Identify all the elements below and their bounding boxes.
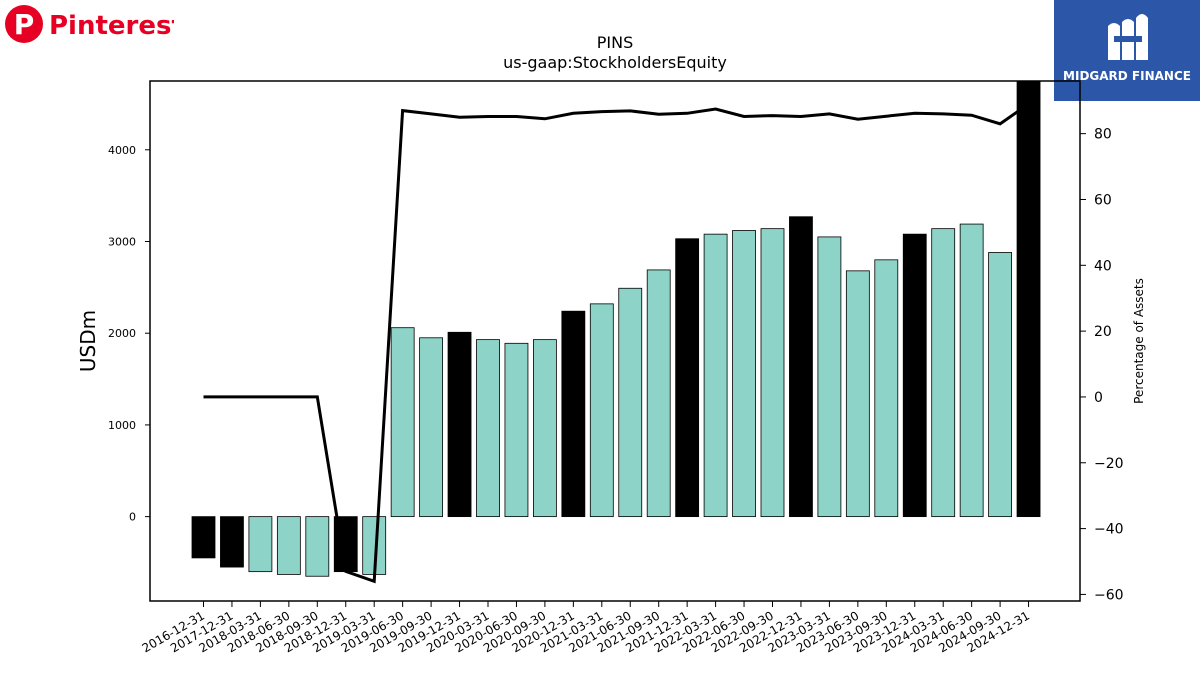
bar-2024-03-31	[931, 228, 956, 518]
y2-tick-label: 40	[1094, 258, 1112, 274]
bar-2020-09-30	[533, 339, 557, 518]
y2-tick-label: −40	[1094, 522, 1124, 538]
bar-2023-09-30	[874, 259, 899, 518]
svg-text:P: P	[14, 8, 35, 41]
chart-title: PINS	[597, 33, 634, 52]
bar-2020-12-31	[561, 310, 586, 518]
y-tick-label: 3000	[108, 235, 136, 248]
bar-2021-06-30	[618, 287, 643, 518]
bar-2021-03-31	[589, 303, 614, 518]
chart-subtitle: us-gaap:StockholdersEquity	[503, 53, 727, 72]
y-axis-label: USDm	[76, 310, 100, 372]
bar-2022-12-31	[789, 216, 813, 518]
y2-tick-label: 20	[1094, 324, 1112, 340]
bar-2017-12-31	[220, 516, 244, 568]
bar-2022-09-30	[760, 228, 785, 518]
bar-2023-06-30	[845, 270, 870, 518]
y2-tick-label: 60	[1094, 192, 1112, 208]
y2-axis-label: Percentage of Assets	[1132, 278, 1146, 404]
plot-frame	[149, 80, 1081, 602]
y2-tick-label: −20	[1094, 456, 1124, 472]
bar-2021-12-31	[675, 238, 700, 518]
percentage-of-assets-line	[203, 102, 1030, 584]
bar-2024-12-31	[1016, 80, 1041, 518]
bar-2018-03-31	[248, 516, 273, 573]
bar-2018-06-30	[276, 516, 301, 575]
y-tick-label: 1000	[108, 419, 136, 432]
bar-2023-12-31	[902, 233, 927, 518]
pinterest-p-icon	[5, 5, 43, 43]
pinterest-wordmark: Pinterest	[49, 11, 174, 41]
y-tick-label: 4000	[108, 144, 136, 157]
bar-2022-03-31	[703, 233, 728, 518]
bar-2019-12-31	[447, 331, 472, 518]
bar-2024-09-30	[988, 252, 1012, 518]
bar-2019-09-30	[419, 337, 444, 518]
midgard-wordmark: MIDGARD FINANCE	[1063, 69, 1191, 83]
bar-2019-06-30	[390, 327, 415, 518]
pinterest-logo: P Pinterest	[4, 4, 184, 44]
bar-2016-12-31	[191, 516, 216, 559]
y2-tick-label: −60	[1094, 587, 1124, 603]
bar-2021-09-30	[646, 269, 671, 518]
midgard-mark-icon	[1108, 14, 1148, 60]
bar-2018-09-30	[305, 516, 330, 577]
bar-2020-03-31	[476, 339, 500, 518]
bar-2023-03-31	[817, 236, 842, 518]
y2-tick-label: 80	[1094, 127, 1112, 143]
bar-2024-06-30	[959, 223, 984, 518]
bar-2022-06-30	[732, 230, 756, 518]
bar-2020-06-30	[504, 342, 529, 518]
y2-tick-label: 0	[1094, 390, 1103, 406]
y-tick-label: 2000	[108, 327, 136, 340]
y-tick-label: 0	[129, 511, 136, 524]
midgard-finance-logo: MIDGARD FINANCE	[1054, 0, 1200, 101]
